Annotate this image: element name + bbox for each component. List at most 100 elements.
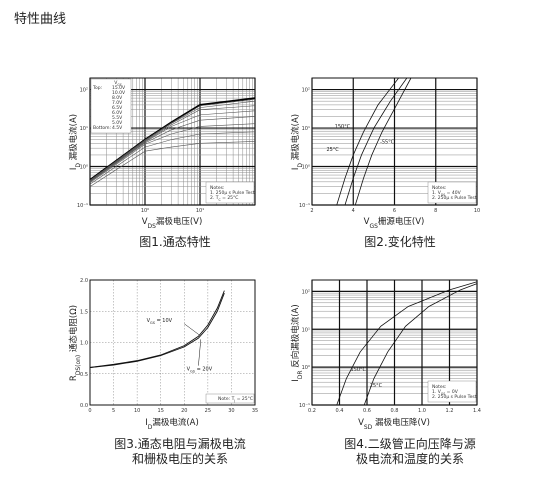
chart-fig3: 0 5 10 15 20 25 30 35 0.0 0.5 1.0 1.5 2.0 VGS = 10V VG… [68,278,258,431]
x-tick-label: 8 [434,208,437,214]
notes-box [427,181,477,204]
legend-entry: 8.0V [112,95,123,101]
annotation-25c: 25°C [326,147,339,153]
legend-entry: 6.5V [112,105,123,111]
series-line-3 [89,105,256,182]
annotation-m55c: -55°C [380,139,395,145]
annotation-vgs-20v: VGS = 20V [187,367,213,374]
x-tick-label: 6 [393,208,396,214]
x-tick-label: 1.2 [446,408,454,414]
legend-entry: 4.5V [112,125,123,131]
x-axis-label: VDS漏极电压(V) [142,216,203,230]
annotation-vgs-10v: VGS = 10V [147,318,173,325]
x-tick-label: 25 [205,408,211,414]
plot-frame [311,77,478,206]
y-tick-label: 10⁻¹ [77,203,88,209]
y-tick-label: 10⁻¹ [299,403,310,409]
series-line-8 [89,141,256,187]
legend-box [90,78,132,134]
legend-entry: 7.0V [112,100,123,106]
note-1: 1. 250μ s Pulse Test [210,190,255,196]
caption-fig4: 图4.二级管正向压降与源 极电流和温度的关系 [320,437,500,467]
y-axis-label: ID 漏极电流(A) [290,114,304,170]
caption-fig2: 图2.变化特性 [364,235,436,249]
y-tick-label: 10² [302,289,310,295]
note-header: Notes: [432,384,447,390]
series-line-0 [336,77,399,206]
y-axis-label: IDR 反向漏极电流(A) [290,304,304,381]
series-line-7 [89,131,256,185]
x-tick-label: 1.0 [418,408,426,414]
x-axis-label: VGS栅源电压(V) [364,216,425,230]
y-tick-label: 10¹ [302,126,310,132]
annotation-150c: 150°C [335,124,351,130]
y-tick-label: 10⁰ [302,165,310,171]
x-tick-label: 20 [181,408,187,414]
legend-entry: 10.0V [112,90,126,96]
legend-entry: 5.0V [112,120,123,126]
y-tick-label: 10⁻¹ [299,203,310,209]
y-axis-label: ID 漏极电流(A) [68,114,82,170]
note-2: 2. 250μ s Pulse Test [432,195,477,201]
notes-box [205,181,255,204]
note-1: Note: TJ = 25°C [218,396,253,403]
x-tick-label: 4 [352,208,355,214]
caption-fig3: 图3.通态电阻与漏极电流 和栅极电压的关系 [90,437,270,467]
note-1: 1. VDS = 40V [432,190,462,197]
y-tick-label: 1.5 [80,309,88,315]
series-line-2 [89,100,256,181]
x-tick-label: 10⁰ [141,208,149,214]
chart-fig2: 2 4 6 8 10 10² 10¹ 10⁰ 10⁻¹ 150°C 25°C -55°C Notes:1… [290,77,480,230]
caption-fig3-line2: 和栅极电压的关系 [131,452,228,466]
x-tick-label: 0 [88,408,91,414]
annotation-arrow [184,323,200,336]
series-line-0 [89,290,225,368]
annotation-arrow [198,339,202,366]
y-axis-label: RDS(on) 通态电阻(Ω) [68,305,82,381]
y-tick-label: 10² [80,88,88,94]
y-tick-label: 10¹ [80,126,88,132]
notes-box [205,393,255,404]
annotation-25c: 25°C [370,383,383,389]
note-header: Notes: [210,185,225,191]
caption-fig4-line2: 极电流和温度的关系 [355,452,464,466]
plot-frame [311,279,478,406]
y-tick-label: 10² [302,88,310,94]
series-line-1 [344,77,408,206]
x-tick-label: 0.4 [336,408,344,414]
series-line-4 [89,110,256,182]
y-tick-label: 10¹ [302,327,310,333]
y-tick-label: 1.0 [80,341,88,347]
y-tick-label: 2.0 [80,278,88,284]
note-2: 2. TC = 25°C [210,195,238,202]
series-line-2 [354,77,412,206]
series-line-5 [89,116,256,183]
x-tick-label: 5 [112,408,115,414]
series-line-0 [336,281,478,406]
series-line-6 [89,123,256,183]
chart-fig1: 10⁰ 10¹ 10² 10¹ 10⁰ 10⁻¹ VGS Top: Bottom: 15.0V10… [68,77,256,230]
y-tick-label: 0.5 [80,372,88,378]
legend-bottom-label: Bottom: [93,125,111,131]
x-axis-label: VSD 漏极电压降(V) [358,417,430,431]
note-header: Notes: [432,185,447,191]
x-tick-label: 35 [252,408,258,414]
caption-fig4-line1: 图4.二级管正向压降与源 [344,437,476,451]
x-tick-label: 15 [158,408,164,414]
x-axis-label: ID漏极电流(A) [145,417,199,431]
legend-top-label: Top: [92,85,102,91]
series-line-1 [89,292,225,368]
plot-frame [89,279,256,406]
x-tick-label: 0.8 [391,408,399,414]
note-2: 2. 250μ s Pulse Test [432,394,477,400]
chart-fig4: 0.2 0.4 0.6 0.8 1.0 1.2 1.4 10² 10¹ 10⁰ 10⁻¹ 150°C 2… [290,279,481,431]
x-tick-label: 10¹ [196,208,204,214]
y-tick-label: 10⁰ [302,365,310,371]
caption-fig3-line1: 图3.通态电阻与漏极电流 [114,437,246,451]
legend-header: VGS [114,80,122,87]
caption-fig1: 图1.通态特性 [139,235,211,249]
y-tick-label: 10⁰ [80,165,88,171]
annotation-150c: 150°C [351,367,367,373]
series-line-1 [363,283,478,406]
x-tick-label: 0.6 [363,408,371,414]
